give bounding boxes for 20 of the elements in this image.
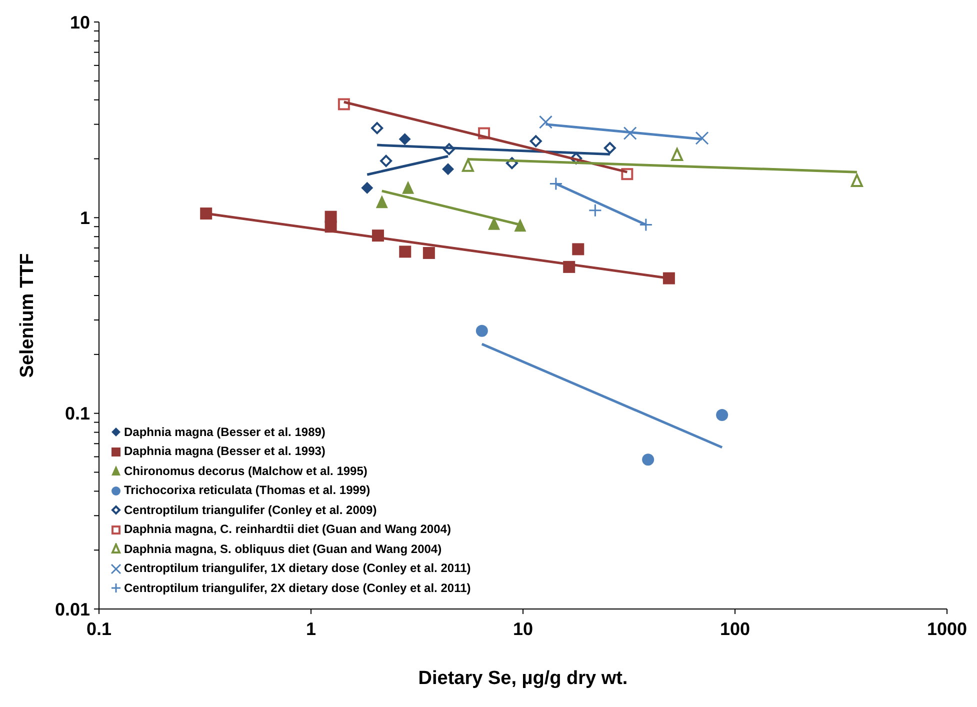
x-tick-label: 100 [720,618,750,639]
x-tick-label: 1 [306,618,316,639]
y-axis-title: Selenium TTF [17,253,38,378]
legend-label: Centroptilum triangulifer, 1X dietary dose (Conley et al. 2011) [124,560,471,577]
legend-label: Chironomus decorus (Malchow et al. 1995) [124,462,368,480]
x-axis-title: Dietary Se, µg/g dry wt. [418,668,628,689]
x-tick-label: 10 [512,618,534,639]
y-tick-label: 0.01 [54,599,90,620]
legend-label: Centroptilum triangulifer, 2X dietary dose (Conley et al. 2011) [124,580,471,596]
legend-label: Trichocorixa reticulata (Thomas et al. 1999) [124,482,370,499]
y-tick-label: 0.1 [64,404,90,424]
legend-label: Centroptilum triangulifer (Conley et al. 2009) [124,502,377,518]
x-tick-label: 1000 [926,618,968,639]
y-tick-label: 1 [80,208,90,228]
y-tick-label: 10 [70,12,90,32]
legend-label: Daphnia magna, C. reinhardtii diet (Guan and Wang 2004) [124,521,451,538]
legend-label: Daphnia magna (Besser et al. 1989) [124,424,326,440]
legend-label: Daphnia magna (Besser et al. 1993) [124,443,326,460]
x-tick-label: 0.1 [86,618,112,639]
legend-label: Daphnia magna, S. obliquus diet (Guan and Wang 2004) [124,540,442,558]
